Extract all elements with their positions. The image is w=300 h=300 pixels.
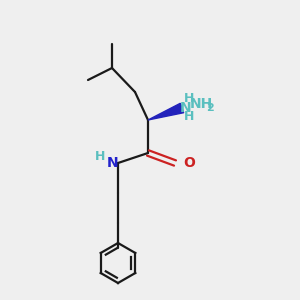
- Text: H: H: [95, 149, 105, 163]
- Text: O: O: [183, 156, 195, 170]
- Text: NH: NH: [190, 97, 213, 111]
- Text: N: N: [180, 101, 192, 115]
- Text: H: H: [184, 92, 194, 106]
- Polygon shape: [148, 103, 184, 120]
- Text: H: H: [184, 110, 194, 124]
- Text: 2: 2: [206, 103, 214, 113]
- Text: N: N: [107, 156, 119, 170]
